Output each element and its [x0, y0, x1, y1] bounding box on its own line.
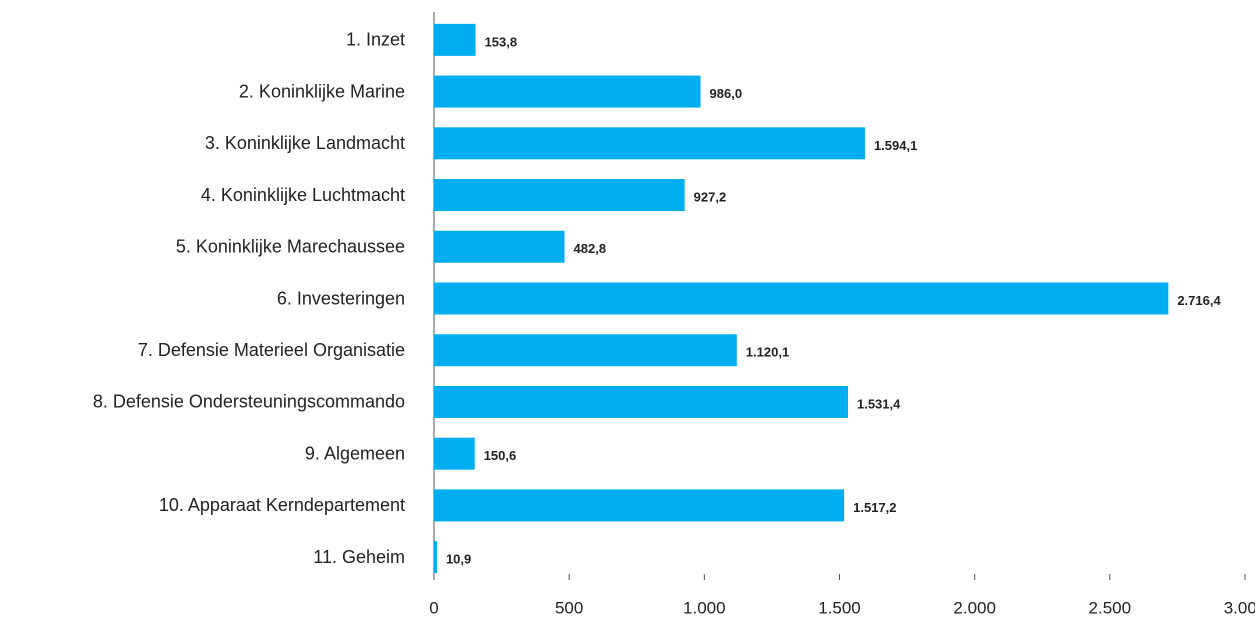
y-tick-label: 3. Koninklijke Landmacht	[205, 133, 405, 153]
y-tick-label: 9. Algemeen	[305, 443, 405, 463]
y-tick-label: 6. Investeringen	[277, 288, 405, 308]
value-label: 1.517,2	[853, 500, 896, 515]
value-label: 1.120,1	[746, 345, 789, 360]
bar	[434, 489, 845, 522]
value-label: 1.594,1	[874, 138, 917, 153]
x-tick-label: 1.500	[818, 598, 861, 617]
x-tick-label: 2.000	[953, 598, 996, 617]
value-label: 927,2	[694, 189, 727, 204]
value-label: 150,6	[484, 448, 517, 463]
bar	[434, 127, 865, 160]
y-tick-label: 4. Koninklijke Luchtmacht	[201, 185, 405, 205]
value-label: 482,8	[574, 241, 607, 256]
y-tick-label: 7. Defensie Materieel Organisatie	[138, 340, 405, 360]
y-tick-label: 5. Koninklijke Marechaussee	[176, 237, 405, 257]
value-label: 153,8	[485, 34, 518, 49]
bar	[434, 230, 565, 263]
y-tick-label: 2. Koninklijke Marine	[239, 81, 405, 101]
x-tick-label: 2.500	[1089, 598, 1132, 617]
value-label: 2.716,4	[1177, 293, 1221, 308]
value-label: 986,0	[710, 86, 743, 101]
value-label: 1.531,4	[857, 396, 901, 411]
bar	[434, 23, 476, 56]
y-tick-label: 10. Apparaat Kerndepartement	[159, 495, 405, 515]
x-tick-label: 0	[429, 598, 438, 617]
x-tick-label: 1.000	[683, 598, 726, 617]
y-tick-label: 11. Geheim	[313, 547, 405, 567]
bar	[434, 179, 685, 212]
bar	[434, 437, 475, 470]
value-label: 10,9	[446, 552, 471, 567]
bar	[434, 282, 1169, 315]
bar	[434, 75, 701, 108]
bar	[434, 385, 848, 418]
bar	[434, 334, 737, 367]
y-tick-label: 8. Defensie Ondersteuningscommando	[93, 392, 405, 412]
y-tick-label: 1. Inzet	[346, 30, 405, 50]
x-tick-label: 3.000	[1224, 598, 1255, 617]
x-tick-label: 500	[555, 598, 583, 617]
bar	[434, 541, 437, 574]
